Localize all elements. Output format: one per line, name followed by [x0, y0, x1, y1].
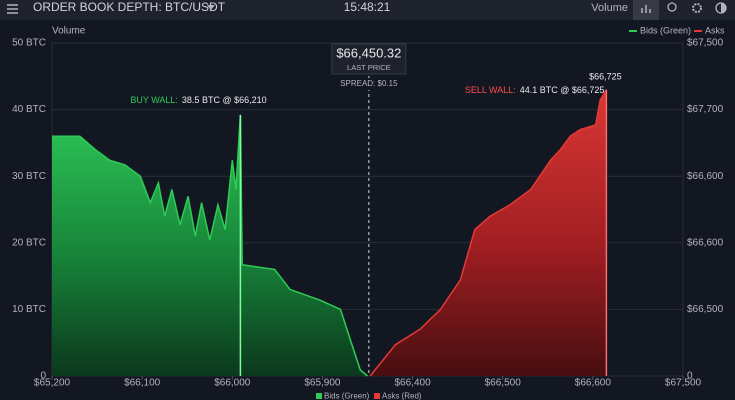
depth-line	[369, 89, 608, 377]
sell-wall-text: 44.1 BTC @ $66,725	[520, 85, 605, 95]
depth-line	[52, 114, 368, 377]
depth-area	[370, 89, 607, 376]
last-price: $66,450.32	[336, 45, 401, 60]
spread-box	[338, 78, 399, 90]
menu-icon[interactable]	[7, 4, 18, 14]
y-tick-label: 20 BTC	[12, 237, 46, 248]
toolbar-label[interactable]: Volume	[591, 2, 628, 14]
y2-tick-label: $66,600	[687, 171, 724, 182]
legend-swatch	[316, 393, 322, 399]
x-tick-label: $66,100	[124, 378, 161, 389]
x-tick-label: $67,500	[665, 378, 702, 389]
settings-icon[interactable]	[692, 3, 702, 13]
peak-label: $66,725	[589, 71, 622, 81]
x-tick-label: $65,900	[304, 378, 341, 389]
buy-wall-label: BUY WALL:	[130, 95, 178, 105]
dropdown[interactable]	[207, 5, 215, 10]
x-tick-label: $66,600	[575, 378, 612, 389]
price-box	[331, 43, 407, 75]
search-icon[interactable]	[667, 2, 677, 12]
spread: SPREAD: $0.15	[340, 79, 398, 88]
y2-tick-label: $66,500	[687, 304, 724, 315]
y2-tick-label: 0	[687, 371, 693, 382]
y2-tick-label: $67,700	[687, 104, 724, 115]
x-tick-label: $66,500	[485, 378, 522, 389]
legend-swatch	[374, 393, 380, 399]
clock: 15:48:21	[344, 0, 391, 14]
theme-icon-half	[721, 3, 726, 13]
y-tick-label: 10 BTC	[12, 304, 46, 315]
depth-area	[52, 114, 368, 377]
y2-tick-label: $66,600	[687, 237, 724, 248]
y2-tick-label: $67,500	[687, 38, 724, 49]
title: ORDER BOOK DEPTH: BTC/USDT	[33, 0, 226, 14]
y-tick-label: 0	[40, 371, 46, 382]
legend-entry[interactable]: Asks (Red)	[382, 392, 422, 400]
axis-label: Volume	[52, 26, 86, 37]
y-tick-label: 30 BTC	[12, 171, 46, 182]
x-tick-label: $66,000	[214, 378, 251, 389]
sell-wall-annotation: SELL WALL: 44.1 BTC @ $66,725	[465, 85, 605, 95]
last-price-caption: LAST PRICE	[347, 63, 391, 72]
legend-entry[interactable]: Bids (Green)	[640, 25, 691, 35]
legend-entry[interactable]: Asks	[705, 25, 725, 35]
header-bar	[0, 0, 735, 20]
buy-wall-text: 38.5 BTC @ $66,210	[182, 95, 267, 105]
y-tick-label: 40 BTC	[12, 104, 46, 115]
legend-entry[interactable]: Bids (Green)	[324, 392, 370, 400]
y-tick-label: 50 BTC	[12, 38, 46, 49]
buy-wall-annotation: BUY WALL: 38.5 BTC @ $66,210	[130, 95, 266, 105]
bar-icon	[641, 5, 651, 13]
sell-wall-label: SELL WALL:	[465, 85, 516, 95]
x-tick-label: $65,200	[34, 378, 71, 389]
x-tick-label: $66,400	[394, 378, 431, 389]
